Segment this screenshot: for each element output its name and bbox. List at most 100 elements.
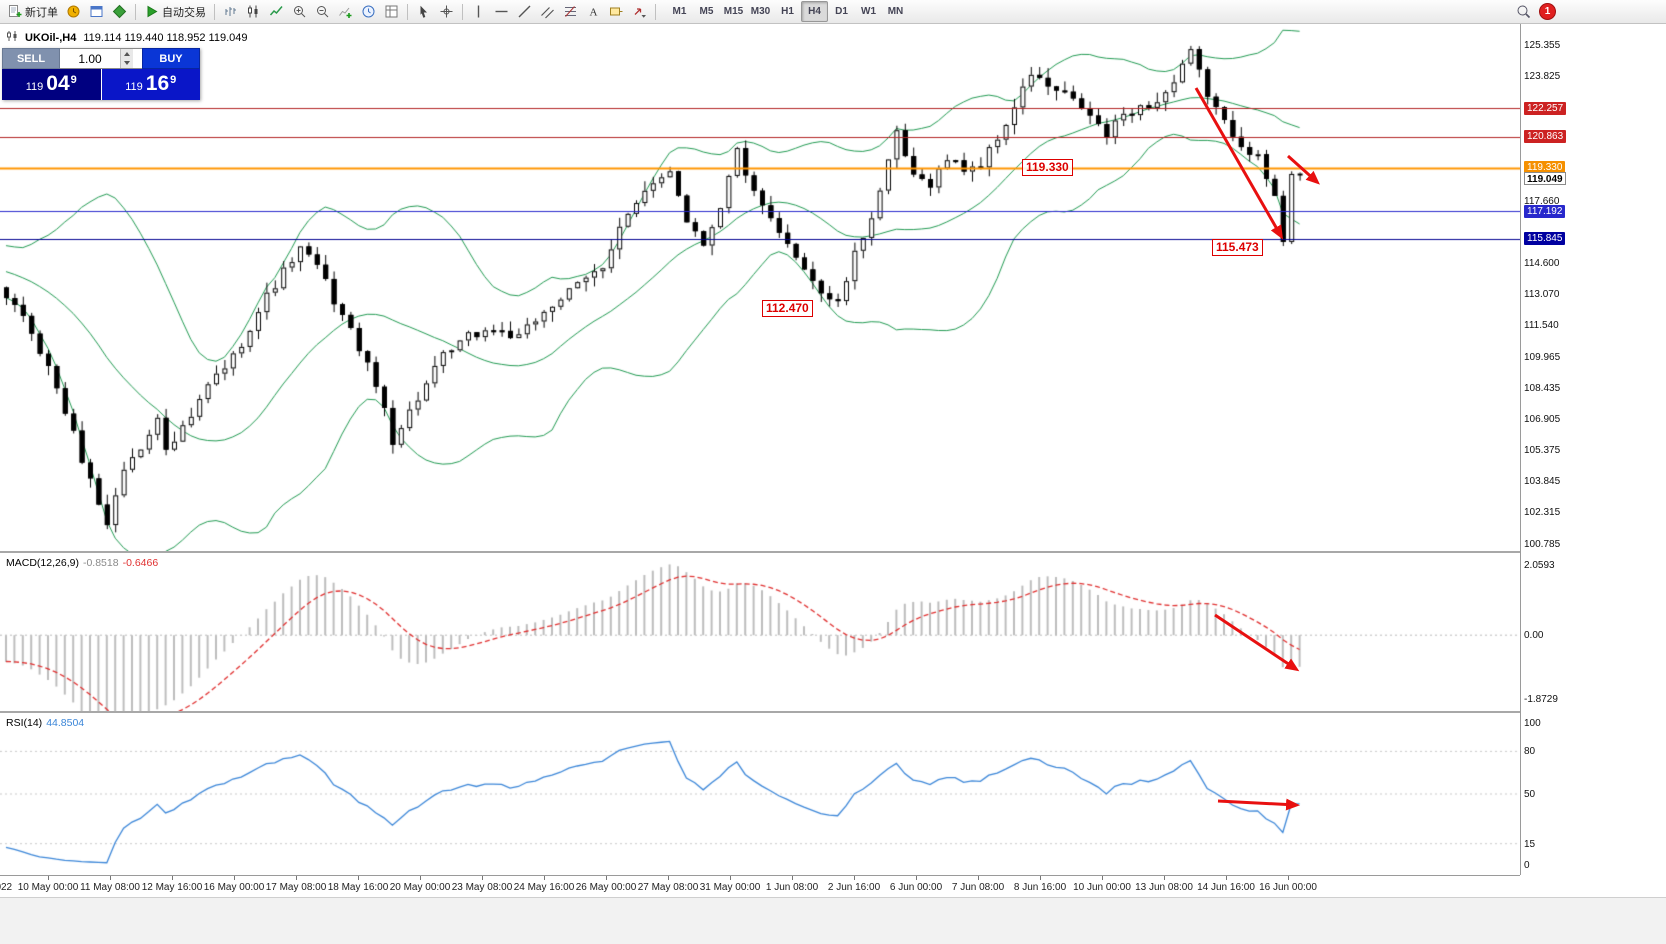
market-watch-icon[interactable] <box>62 1 85 22</box>
new-order-button[interactable]: 新订单 <box>3 1 62 22</box>
price-axis-label: 125.355 <box>1524 40 1561 51</box>
timeframe-m15-button[interactable]: M15 <box>720 1 747 22</box>
price-callout[interactable]: 115.473 <box>1212 239 1263 256</box>
sell-price-small: 119 <box>25 81 44 93</box>
horizontal-line-icon[interactable] <box>490 1 513 22</box>
toolbar-group-objects: A <box>467 1 651 22</box>
time-axis-tick <box>606 876 607 880</box>
price-axis-label: 117.192 <box>1524 205 1566 218</box>
periods-icon[interactable] <box>357 1 380 22</box>
price-callout[interactable]: 112.470 <box>762 300 813 317</box>
price-axis-label: 119.330 <box>1524 161 1566 174</box>
buy-price[interactable]: 119 16 9 <box>101 69 200 100</box>
volume-up-button[interactable] <box>121 49 133 59</box>
text-icon[interactable]: A <box>582 1 605 22</box>
notifications-badge[interactable]: 1 <box>1539 3 1556 20</box>
buy-button[interactable]: BUY <box>142 48 200 69</box>
price-axis-label: 122.257 <box>1524 102 1567 115</box>
time-axis-label: 2 Jun 16:00 <box>827 882 881 893</box>
time-axis-tick <box>296 876 297 880</box>
timeframe-h1-button[interactable]: H1 <box>774 1 801 22</box>
new-order-label: 新订单 <box>25 6 58 19</box>
time-axis-tick <box>1288 876 1289 880</box>
time-axis-tick <box>978 876 979 880</box>
price-axis-label: 108.435 <box>1524 383 1561 394</box>
price-axis-label: 120.863 <box>1524 130 1567 143</box>
indicator-axis-label: -1.8729 <box>1524 694 1558 705</box>
time-axis-label: 18 May 16:00 <box>327 882 389 893</box>
macd-value-signal: -0.6466 <box>122 557 159 569</box>
price-axis-label: 115.845 <box>1524 232 1566 245</box>
chart-window: UKOil-,H4 119.114 119.440 118.952 119.04… <box>0 24 1666 944</box>
time-axis-label: 8 Jun 16:00 <box>1013 882 1067 893</box>
time-axis-tick <box>668 876 669 880</box>
price-axis-label: 114.600 <box>1524 258 1560 269</box>
time-axis-tick <box>730 876 731 880</box>
time-axis-tick <box>110 876 111 880</box>
indicator-axis-label: 100 <box>1524 718 1541 729</box>
time-axis-label: 7 Jun 08:00 <box>951 882 1005 893</box>
time-axis-label: 13 Jun 08:00 <box>1135 882 1193 893</box>
time-axis-tick <box>1226 876 1227 880</box>
label-icon[interactable] <box>605 1 628 22</box>
templates-icon[interactable] <box>380 1 403 22</box>
buy-price-sup: 9 <box>170 74 177 86</box>
rsi-value: 44.8504 <box>46 717 85 729</box>
search-icon[interactable] <box>1512 1 1535 22</box>
sell-price[interactable]: 119 04 9 <box>2 69 102 100</box>
zoom-in-icon[interactable] <box>288 1 311 22</box>
autotrading-button[interactable]: 自动交易 <box>140 1 210 22</box>
indicators-icon[interactable] <box>334 1 357 22</box>
line-chart-icon[interactable] <box>265 1 288 22</box>
volume-down-button[interactable] <box>121 58 133 68</box>
volume-input[interactable] <box>60 49 120 68</box>
sell-button[interactable]: SELL <box>2 48 60 69</box>
toolbar: 新订单 自动交易 A M1 M5 M15 M30 H1 H4 D1 W1 MN 1 <box>0 0 1666 24</box>
price-chart-canvas[interactable] <box>0 24 1520 551</box>
equidistant-channel-icon[interactable] <box>536 1 559 22</box>
time-axis-tick <box>48 876 49 880</box>
price-axis-label: 109.965 <box>1524 352 1561 363</box>
volume-spinner <box>120 49 133 68</box>
time-axis-label: 6 Jun 00:00 <box>889 882 943 893</box>
indicator-axis-label: 15 <box>1524 839 1536 850</box>
timeframe-m5-button[interactable]: M5 <box>693 1 720 22</box>
crosshair-icon[interactable] <box>435 1 458 22</box>
fibonacci-icon[interactable] <box>559 1 582 22</box>
bar-chart-icon[interactable] <box>219 1 242 22</box>
timeframe-d1-button[interactable]: D1 <box>828 1 855 22</box>
rsi-name: RSI(14) <box>6 717 43 729</box>
autotrading-icon <box>144 4 159 19</box>
rsi-indicator-canvas[interactable] <box>0 713 1520 875</box>
timeframe-h4-button[interactable]: H4 <box>801 1 828 22</box>
price-axis-label: 111.540 <box>1524 320 1559 331</box>
timeframe-mn-button[interactable]: MN <box>882 1 909 22</box>
panel-separator[interactable] <box>0 551 1666 553</box>
price-axis-border <box>1520 24 1521 875</box>
candlestick-chart-icon[interactable] <box>242 1 265 22</box>
navigator-icon[interactable] <box>108 1 131 22</box>
price-axis[interactable]: 125.355 123.825 122.257 120.863 119.330 119.0… <box>1521 24 1666 875</box>
timeframe-m1-button[interactable]: M1 <box>666 1 693 22</box>
time-axis-label: 16 Jun 00:00 <box>1259 882 1317 893</box>
time-axis-label: 9 May 2022 <box>0 882 13 893</box>
panel-separator[interactable] <box>0 711 1666 713</box>
arrows-icon[interactable] <box>628 1 651 22</box>
time-axis-label: 11 May 08:00 <box>80 882 140 893</box>
timeframe-w1-button[interactable]: W1 <box>855 1 882 22</box>
toolbar-separator <box>214 3 215 20</box>
cursor-icon[interactable] <box>412 1 435 22</box>
macd-indicator-canvas[interactable] <box>0 553 1520 711</box>
vertical-line-icon[interactable] <box>467 1 490 22</box>
time-axis-tick <box>234 876 235 880</box>
trendline-icon[interactable] <box>513 1 536 22</box>
price-callout[interactable]: 119.330 <box>1022 159 1073 176</box>
autotrading-label: 自动交易 <box>162 6 206 19</box>
timeframe-m30-button[interactable]: M30 <box>747 1 774 22</box>
time-axis-tick <box>1164 876 1165 880</box>
zoom-out-icon[interactable] <box>311 1 334 22</box>
data-window-icon[interactable] <box>85 1 108 22</box>
